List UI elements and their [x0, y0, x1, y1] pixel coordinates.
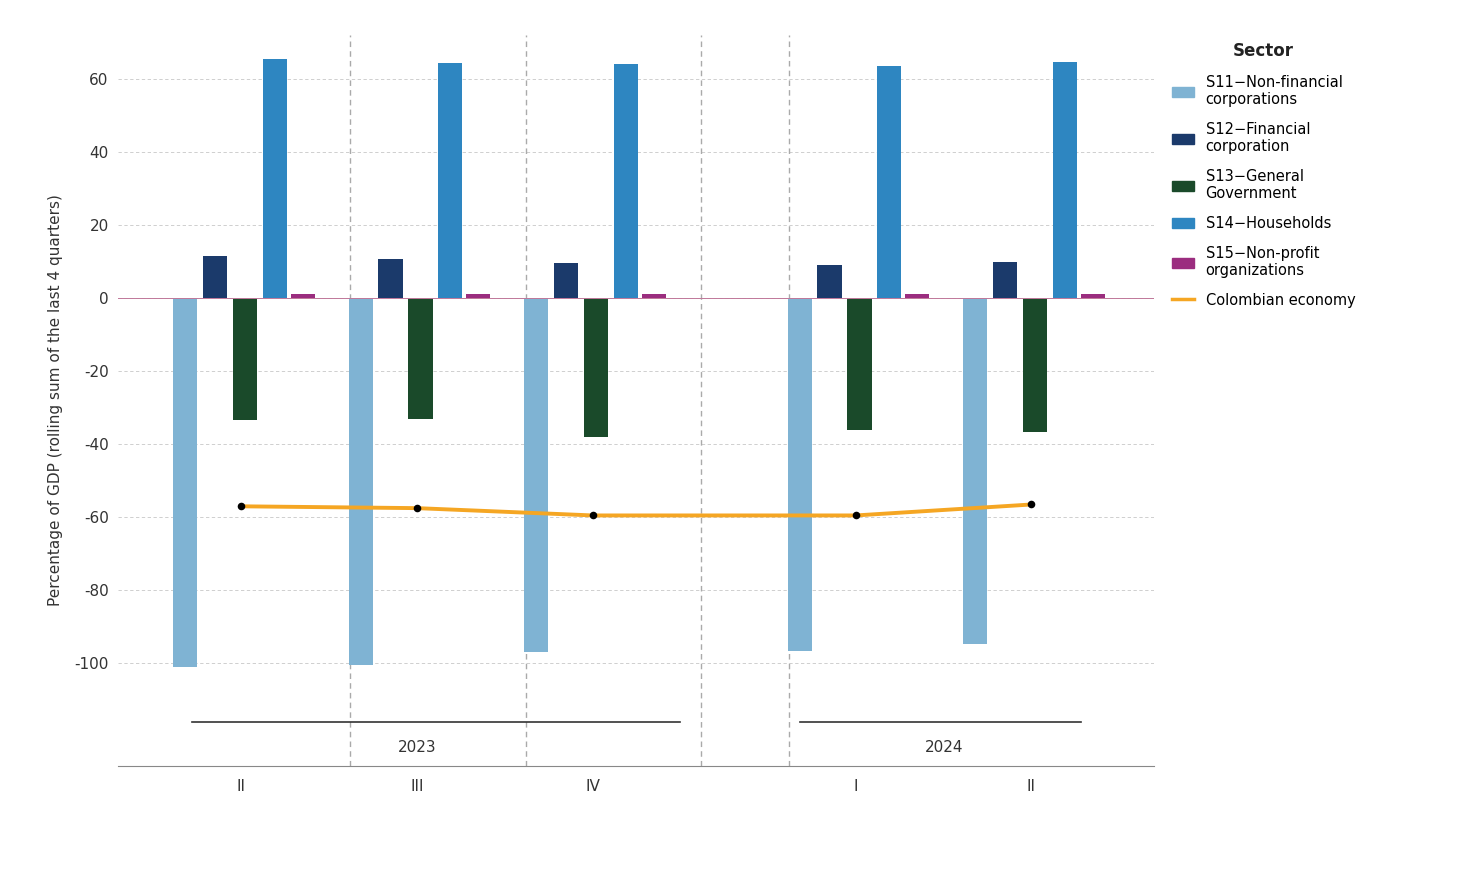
Y-axis label: Percentage of GDP (rolling sum of the last 4 quarters): Percentage of GDP (rolling sum of the la…: [49, 194, 64, 606]
Bar: [232, 298, 258, 421]
Bar: [614, 64, 638, 298]
Point: [1020, 497, 1043, 511]
Bar: [379, 259, 403, 298]
Bar: [878, 66, 901, 298]
Text: 2023: 2023: [398, 740, 437, 755]
Bar: [906, 295, 929, 298]
Point: [844, 509, 867, 523]
Bar: [524, 298, 549, 652]
Bar: [1052, 62, 1077, 298]
Bar: [349, 298, 373, 665]
Bar: [817, 265, 842, 298]
Bar: [1080, 295, 1106, 298]
Point: [580, 509, 604, 523]
Bar: [466, 295, 490, 298]
Bar: [1023, 298, 1048, 432]
Bar: [408, 298, 432, 419]
Bar: [963, 298, 987, 643]
Bar: [203, 256, 226, 298]
Bar: [847, 298, 872, 429]
Point: [229, 499, 253, 513]
Bar: [993, 262, 1017, 298]
Point: [406, 501, 429, 515]
Bar: [642, 295, 666, 298]
Bar: [173, 298, 197, 667]
Bar: [262, 59, 287, 298]
Bar: [585, 298, 608, 436]
Bar: [554, 263, 579, 298]
Legend: S11−Non-financial
corporations, S12−Financial
corporation, S13−General
Governmen: S11−Non-financial corporations, S12−Fina…: [1172, 42, 1356, 308]
Bar: [787, 298, 813, 650]
Bar: [290, 295, 315, 298]
Text: 2024: 2024: [925, 740, 963, 755]
Bar: [438, 62, 462, 298]
